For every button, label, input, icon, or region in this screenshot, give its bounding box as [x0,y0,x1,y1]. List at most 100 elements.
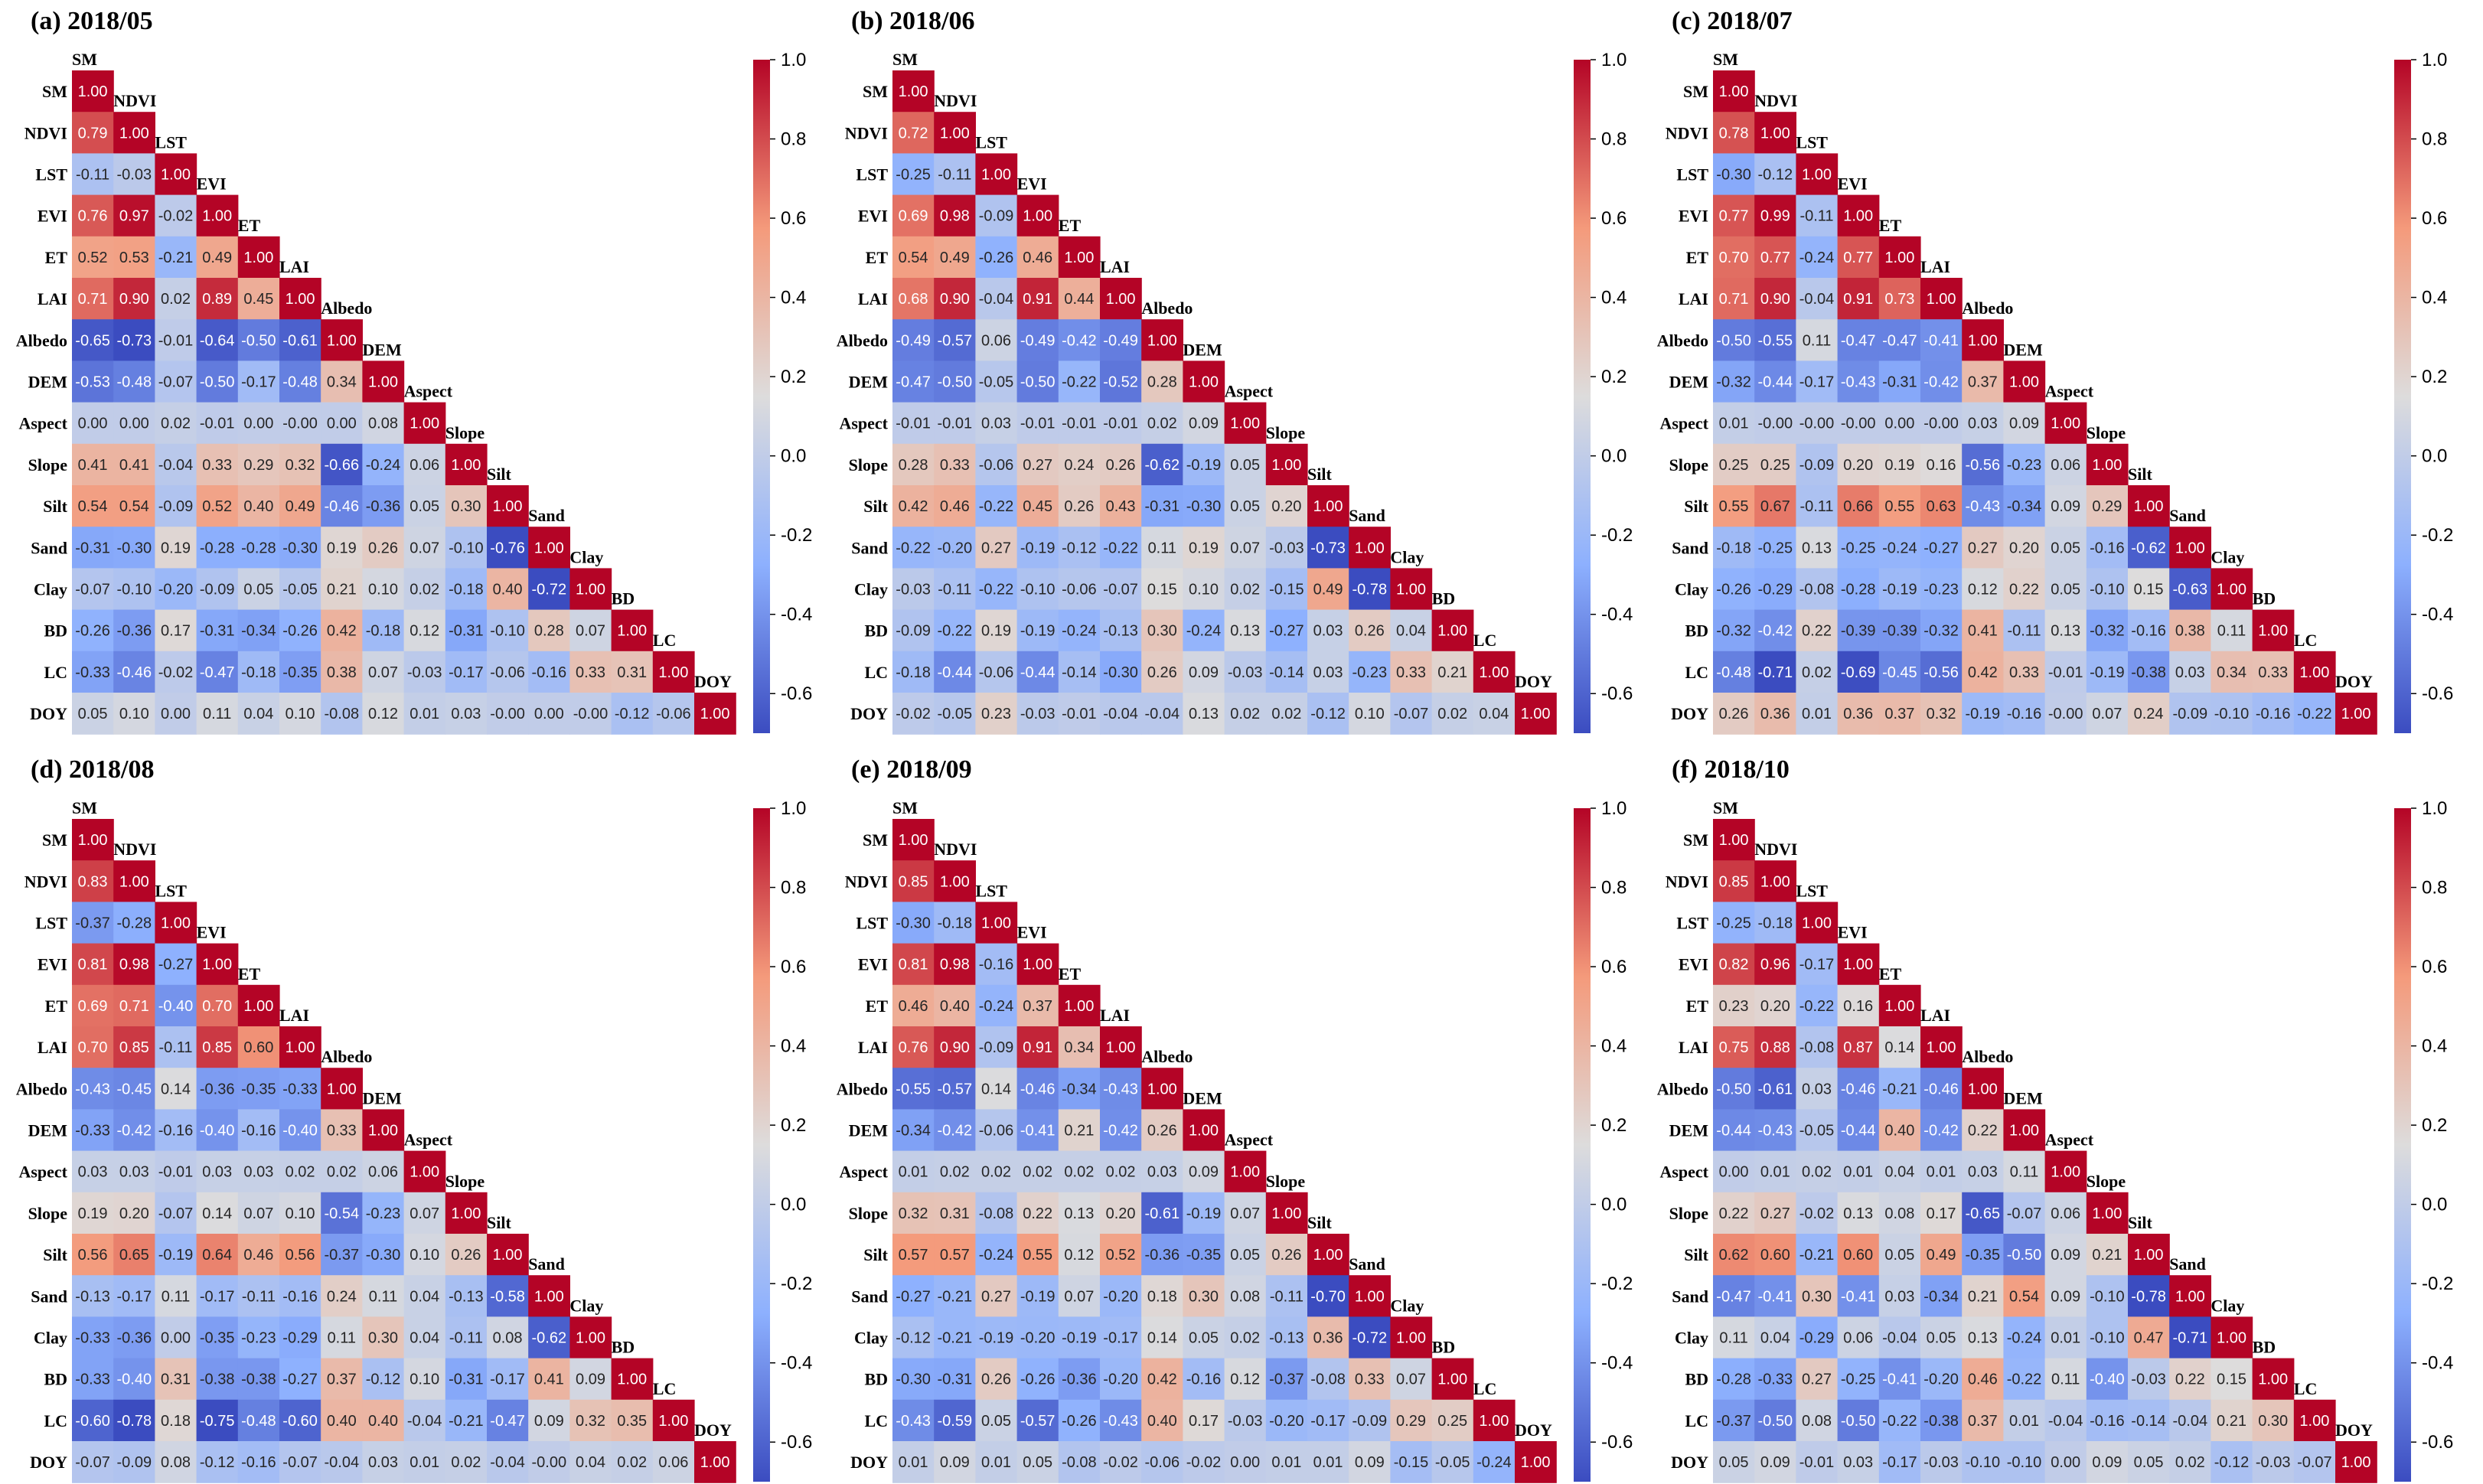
heatmap-cell [1920,485,1963,527]
cell-value-label: 0.22 [1968,1123,1998,1140]
row-label: Silt [43,1245,67,1264]
heatmap-cell [321,1316,363,1359]
cell-value-label: 0.10 [119,706,149,722]
cell-value-label: 0.17 [1927,1205,1956,1222]
heatmap-cell [1796,194,1839,237]
cell-value-label: 0.09 [1189,416,1219,432]
heatmap-cell [1141,1192,1183,1234]
cell-value-label: -0.46 [1841,1081,1876,1098]
cell-value-label: 1.00 [327,1081,357,1098]
cell-value-label: -0.05 [979,374,1014,391]
cell-value-label: 0.09 [2092,1454,2122,1471]
column-label: SM [892,50,918,69]
cell-value-label: 0.57 [940,1247,970,1264]
cell-value-label: 1.00 [2258,623,2288,640]
heatmap-cell [2003,443,2046,486]
cell-value-label: 0.06 [1843,1330,1873,1347]
colorbar-tick-label: 1.0 [781,798,806,819]
cell-value-label: 0.07 [1064,1288,1094,1305]
cell-value-label: 0.10 [285,1205,315,1222]
cell-value-label: 0.14 [981,1081,1011,1098]
cell-value-label: -0.33 [75,1123,110,1140]
cell-value-label: -0.20 [1020,1330,1056,1347]
row-label: Clay [34,580,67,599]
cell-value-label: 0.15 [2134,582,2164,598]
heatmap-cell [1713,651,1755,693]
heatmap-cell [362,651,405,693]
cell-value-label: -0.33 [75,1371,110,1388]
cell-value-label: -0.08 [1799,1039,1835,1056]
row-label: LC [864,663,888,682]
cell-value-label: 1.00 [1719,83,1749,100]
cell-value-label: 0.32 [1927,706,1956,722]
heatmap-cell [362,693,405,735]
colorbar-tick-label: -0.2 [2422,525,2453,546]
heatmap-cell [155,319,197,361]
cell-value-label: 0.54 [899,250,928,266]
cell-value-label: 0.05 [981,1413,1011,1430]
colorbar-tick-label: -0.4 [781,605,812,625]
cell-value-label: -0.03 [2256,1454,2291,1471]
cell-value-label: -0.14 [1062,664,1097,681]
heatmap-cell [155,1234,197,1276]
cell-value-label: -0.15 [1269,582,1304,598]
heatmap-cell [934,527,976,569]
row-label: Silt [863,497,888,516]
cell-value-label: 0.09 [1189,1164,1219,1181]
cell-value-label: 0.26 [981,1371,1011,1388]
cell-value-label: -0.23 [1923,582,1959,598]
cell-value-label: -0.32 [1716,374,1751,391]
row-label: NDVI [24,123,67,142]
row-label: Clay [854,580,888,599]
cell-value-label: 1.00 [1271,1205,1301,1222]
heatmap-cell [1754,568,1796,611]
cell-value-label: 1.00 [2299,1413,2329,1430]
cell-value-label: -0.34 [241,623,276,640]
heatmap-cell [892,1150,935,1193]
heatmap-cell [2086,1192,2129,1234]
cell-value-label: -0.22 [979,498,1014,515]
heatmap-cell [1016,568,1059,611]
cell-value-label: 0.00 [1230,1454,1260,1471]
heatmap-cell [2169,693,2211,735]
row-label: LC [1685,1411,1708,1430]
row-label: ET [866,248,889,267]
row-label: DOY [30,704,67,723]
cell-value-label: 0.19 [78,1205,108,1222]
heatmap-cell [1016,278,1059,320]
heatmap-cell [1058,402,1101,445]
heatmap-cell [1224,1316,1267,1359]
cell-value-label: 0.96 [1760,957,1790,974]
heatmap-cell [1837,443,1880,486]
cell-value-label: -0.20 [1103,1288,1138,1305]
heatmap-cell [1754,1275,1796,1317]
heatmap-cell [321,1068,363,1110]
cell-value-label: 0.10 [409,1247,439,1264]
heatmap-cell [934,860,976,902]
row-label: DEM [1669,373,1709,392]
cell-value-label: 0.02 [1802,664,1832,681]
heatmap-cell [934,319,976,361]
cell-value-label: 0.00 [327,416,357,432]
heatmap-cell [1016,194,1059,237]
heatmap-cell [1754,984,1796,1027]
column-label: LST [975,132,1007,152]
heatmap-cell [1307,609,1349,652]
heatmap-cell [569,1399,612,1442]
heatmap-cell [196,693,239,735]
heatmap-cell [1100,1358,1142,1401]
heatmap-cell [72,1275,114,1317]
row-label: EVI [1679,207,1708,226]
heatmap-cell [1183,402,1225,445]
cell-value-label: 0.24 [2134,706,2164,722]
cell-value-label: -0.09 [979,208,1014,225]
cell-value-label: -0.28 [1841,582,1876,598]
heatmap-cell [1100,1275,1142,1317]
heatmap-cell [892,1192,935,1234]
cell-value-label: -0.08 [1062,1454,1097,1471]
cell-value-label: -0.55 [896,1081,931,1098]
cell-value-label: 1.00 [2258,1371,2288,1388]
heatmap-cell [113,1192,155,1234]
heatmap-cell [1141,1150,1183,1193]
